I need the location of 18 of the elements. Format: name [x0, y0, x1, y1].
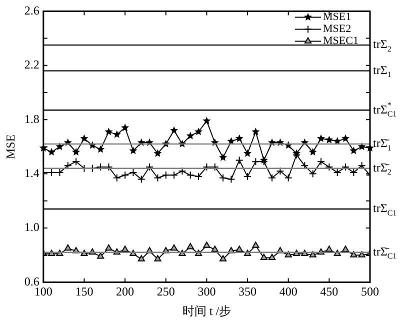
x-tick-label: 350	[238, 284, 257, 299]
x-tick-label: 500	[361, 284, 379, 299]
y-tick-label: 2.6	[24, 3, 40, 18]
x-tick-label: 450	[320, 284, 338, 299]
y-axis-title: MSE	[3, 134, 18, 160]
x-tick-label: 300	[198, 284, 216, 299]
y-tick-label: 2.2	[24, 58, 40, 72]
y-tick-label: 1.4	[24, 166, 40, 180]
x-axis-title: 时间 t /步	[182, 304, 232, 318]
x-tick-label: 250	[156, 284, 175, 299]
x-tick-label: 200	[116, 284, 134, 299]
legend-label: MSE2	[323, 23, 352, 36]
x-tick-label: 400	[279, 284, 298, 299]
y-tick-label: 1.8	[24, 112, 40, 126]
legend-label: MSEC1	[323, 35, 358, 48]
x-tick-label: 150	[75, 284, 94, 299]
y-tick-label: 1.0	[24, 220, 40, 234]
legend-label: MSE1	[323, 11, 352, 24]
